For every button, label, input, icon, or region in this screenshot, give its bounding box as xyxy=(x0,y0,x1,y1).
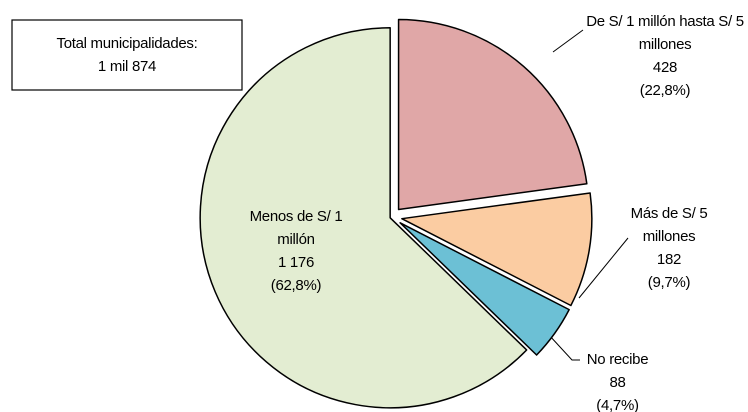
slice-label: De S/ 1 millón hasta S/ 5 millones 428 (22… xyxy=(580,10,748,102)
label-name: De S/ 1 millón hasta S/ 5 millones xyxy=(586,13,744,53)
label-name: No recibe xyxy=(586,351,649,368)
pie-slice xyxy=(397,18,588,211)
label-value: 88 xyxy=(609,374,626,391)
annotation-line: 1 mil 874 xyxy=(97,58,157,75)
label-percent: (4,7%) xyxy=(596,397,639,412)
label-percent: (9,7%) xyxy=(647,274,691,291)
leader-line xyxy=(548,334,580,361)
pie-slice xyxy=(401,192,593,307)
label-value: 182 xyxy=(656,251,682,268)
leader-line xyxy=(552,29,584,53)
label-value: 1 176 xyxy=(277,254,315,271)
leader-line xyxy=(578,237,629,299)
slice-label: Más de S/ 5 millones 182 (9,7%) xyxy=(614,202,724,294)
pie-slice xyxy=(399,222,570,356)
slice-label: No recibe 88 (4,7%) xyxy=(575,348,660,412)
pie xyxy=(199,18,593,409)
label-name: Menos de S/ 1 millón xyxy=(249,208,343,248)
label-value: 428 xyxy=(652,59,678,76)
label-name: Más de S/ 5 millones xyxy=(630,205,708,245)
label-percent: (62,8%) xyxy=(270,277,322,294)
annotation: Total municipalidades: 1 mil 874 xyxy=(12,32,242,78)
label-percent: (22,8%) xyxy=(639,82,691,99)
annotation-box xyxy=(11,19,243,91)
slice-label: Menos de S/ 1 millón 1 176 (62,8%) xyxy=(236,205,356,297)
pie-slice xyxy=(199,27,528,409)
annotation-line: Total municipalidades: xyxy=(56,35,198,52)
